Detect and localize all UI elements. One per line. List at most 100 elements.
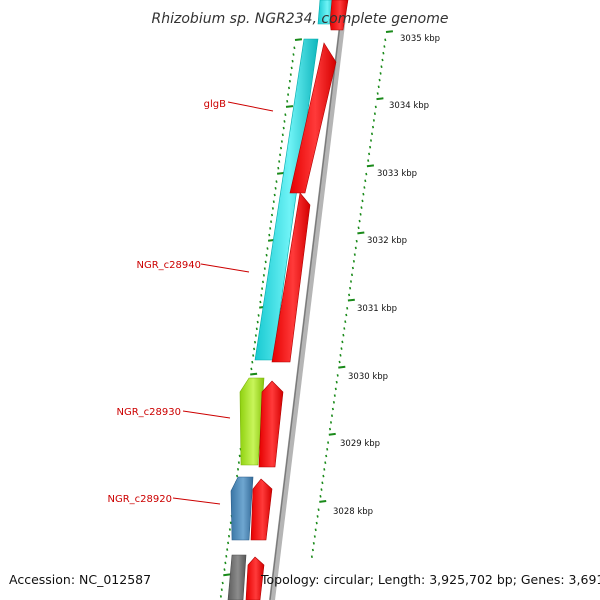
inner-ring-major-tick xyxy=(276,172,285,175)
gene-red-block-4[interactable] xyxy=(250,478,273,541)
outer-ring-minor-tick xyxy=(340,347,343,350)
outer-ring-minor-tick xyxy=(365,172,368,176)
outer-ring-minor-tick xyxy=(335,380,338,384)
inner-ring-minor-tick xyxy=(291,59,294,63)
outer-ring-minor-tick xyxy=(315,521,318,525)
outer-ring-minor-tick xyxy=(317,508,320,512)
outer-ring-minor-tick xyxy=(310,555,313,559)
inner-ring-minor-tick xyxy=(227,541,230,545)
outer-ring-minor-tick xyxy=(313,535,316,538)
gene-NGR_c28930-block[interactable] xyxy=(239,377,265,466)
outer-ring-minor-tick xyxy=(368,152,371,156)
accession-text: Accession: NC_012587 xyxy=(9,572,152,587)
gene-label-NGR_c28930[interactable]: NGR_c28930 xyxy=(117,407,182,418)
outer-ring-minor-tick xyxy=(319,494,322,498)
outer-ring-minor-tick xyxy=(355,239,358,243)
inner-ring-minor-tick xyxy=(289,73,292,76)
outer-ring-minor-tick xyxy=(383,45,386,48)
inner-ring-minor-tick xyxy=(261,287,264,290)
outer-ring-minor-tick xyxy=(360,206,363,209)
leader-line-NGR_c28940 xyxy=(200,263,250,273)
outer-ring-major-tick xyxy=(366,164,375,168)
outer-ring-minor-tick xyxy=(353,253,356,256)
inner-ring-minor-tick xyxy=(225,554,228,558)
inner-ring-minor-tick xyxy=(292,53,295,56)
inner-ring-minor-tick xyxy=(255,327,258,331)
inner-ring-minor-tick xyxy=(260,293,263,297)
outer-ring-minor-tick xyxy=(342,333,345,337)
outer-ring-minor-tick xyxy=(316,515,319,518)
gene-top-red-block[interactable] xyxy=(329,0,349,31)
outer-ring-major-tick xyxy=(347,298,355,302)
outer-ring-minor-tick xyxy=(327,441,330,444)
outer-ring-major-tick xyxy=(328,432,336,436)
inner-ring-minor-tick xyxy=(224,561,227,565)
outer-ring-minor-tick xyxy=(363,186,366,189)
map-title: Rhizobium sp. NGR234, complete genome xyxy=(152,11,449,27)
inner-ring-minor-tick xyxy=(223,568,226,571)
leader-line-glgB xyxy=(227,101,274,112)
gene-red-block-2[interactable] xyxy=(271,192,311,363)
gene-red-block-5[interactable] xyxy=(245,556,265,600)
inner-ring-major-tick xyxy=(285,105,294,108)
outer-ring-minor-tick xyxy=(344,320,347,324)
outer-ring-minor-tick xyxy=(312,541,315,545)
outer-ring-minor-tick xyxy=(364,179,367,183)
outer-ring-minor-tick xyxy=(334,387,337,391)
gene-label-NGR_c28920[interactable]: NGR_c28920 xyxy=(108,494,173,505)
outer-ring-minor-tick xyxy=(311,548,314,552)
inner-ring-minor-tick xyxy=(229,521,232,525)
outer-ring-minor-tick xyxy=(358,219,361,223)
outer-ring-minor-tick xyxy=(362,192,365,196)
gene-red-block-3[interactable] xyxy=(258,380,284,468)
inner-ring-minor-tick xyxy=(273,193,276,197)
outer-ring-minor-tick xyxy=(384,38,387,42)
inner-ring-minor-tick xyxy=(268,233,271,237)
inner-ring-minor-tick xyxy=(275,180,278,183)
outer-ring-minor-tick xyxy=(354,246,357,250)
inner-ring-minor-tick xyxy=(284,113,287,117)
gene-red-block-1[interactable] xyxy=(289,42,337,194)
outer-ring-minor-tick xyxy=(352,259,355,263)
outer-ring-minor-tick xyxy=(339,353,342,357)
inner-ring-minor-tick xyxy=(250,367,253,371)
inner-ring-major-tick xyxy=(294,38,303,41)
leader-line-NGR_c28930 xyxy=(182,410,231,419)
inner-ring-minor-tick xyxy=(238,454,241,458)
inner-ring-minor-tick xyxy=(286,99,289,103)
inner-ring-minor-tick xyxy=(219,595,222,598)
inner-ring-minor-tick xyxy=(288,79,291,83)
outer-ring-minor-tick xyxy=(314,528,317,532)
kbp-label-3034: 3034 kbp xyxy=(389,101,429,111)
gene-label-glgB[interactable]: glgB xyxy=(204,99,226,110)
gene-NGR_c28920-block[interactable] xyxy=(230,476,254,541)
inner-ring-minor-tick xyxy=(257,314,260,317)
outer-ring-minor-tick xyxy=(322,474,325,478)
outer-ring-minor-tick xyxy=(321,481,324,485)
gene-label-NGR_c28940[interactable]: NGR_c28940 xyxy=(137,260,202,271)
gene-bottom-gray-block[interactable] xyxy=(227,554,247,600)
inner-ring-minor-tick xyxy=(280,140,283,143)
outer-ring-minor-tick xyxy=(380,65,383,69)
inner-ring-minor-tick xyxy=(253,347,256,351)
inner-ring-minor-tick xyxy=(278,160,281,163)
inner-ring-minor-tick xyxy=(266,247,269,250)
outer-ring-minor-tick xyxy=(348,293,351,297)
inner-ring-minor-tick xyxy=(220,588,223,592)
inner-ring-minor-tick xyxy=(269,227,272,230)
outer-ring-minor-tick xyxy=(324,461,327,465)
outer-ring-minor-tick xyxy=(371,125,375,129)
outer-ring-minor-tick xyxy=(336,374,339,377)
outer-ring-minor-tick xyxy=(331,407,334,411)
inner-ring-minor-tick xyxy=(226,548,229,551)
outer-ring-minor-tick xyxy=(373,112,376,116)
topology-summary: Topology: circular; Length: 3,925,702 bp… xyxy=(261,572,600,587)
outer-ring-major-tick xyxy=(376,97,384,101)
inner-ring-minor-tick xyxy=(279,153,282,157)
inner-ring-major-tick xyxy=(250,372,258,376)
outer-ring-minor-tick xyxy=(332,400,335,404)
outer-ring-minor-tick xyxy=(376,92,379,95)
kbp-label-3032: 3032 kbp xyxy=(367,236,407,246)
kbp-label-3030: 3030 kbp xyxy=(348,372,388,382)
outer-ring-minor-tick xyxy=(382,51,385,55)
